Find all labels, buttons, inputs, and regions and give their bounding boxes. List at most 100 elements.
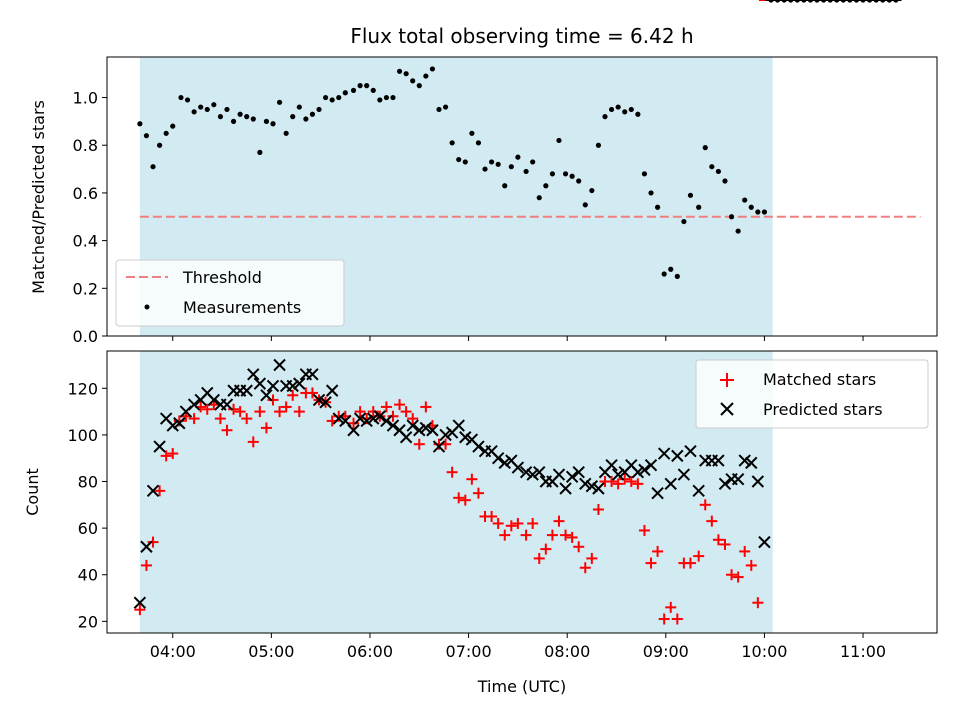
matched-star-point — [407, 413, 419, 425]
matched-star-point — [533, 552, 545, 564]
matched-star-point — [234, 406, 246, 418]
measurement-point — [530, 159, 536, 165]
measurement-point — [250, 116, 256, 122]
matched-star-point — [739, 545, 751, 557]
legend-matched-swatch — [720, 373, 734, 387]
top-y-axis-label: Matched/Predicted stars — [29, 100, 48, 294]
matched-star-point — [505, 520, 517, 532]
predicted-star-point — [671, 449, 684, 463]
measurement-point — [377, 97, 383, 103]
measurement-point — [635, 111, 641, 117]
measurement-point — [661, 271, 667, 277]
predicted-star-point — [651, 486, 664, 500]
matched-star-point — [706, 515, 718, 527]
measurement-point — [290, 114, 296, 120]
matched-star-point — [287, 389, 299, 401]
measurement-point — [230, 118, 237, 124]
measurement-point — [296, 104, 302, 110]
measurement-point — [198, 104, 204, 110]
predicted-star-point — [325, 384, 339, 397]
predicted-star-point — [472, 440, 485, 453]
matched-star-point — [586, 552, 598, 564]
predicted-star-point — [247, 368, 260, 381]
matched-star-point — [201, 403, 213, 415]
measurement-point — [523, 168, 529, 175]
top-y-tick-label: 1.0 — [73, 89, 98, 108]
matched-star-point — [140, 559, 152, 571]
predicted-star-point — [459, 431, 472, 444]
matched-star-point — [553, 515, 565, 527]
predicted-star-point — [380, 414, 393, 428]
top-x-ticks — [172, 336, 864, 341]
matched-star-point — [280, 401, 292, 413]
matched-star-point — [499, 529, 511, 541]
measurement-point — [702, 145, 708, 151]
matched-star-point — [160, 450, 172, 462]
measurement-point — [696, 204, 702, 210]
measurement-point — [761, 209, 768, 215]
predicted-star-point — [712, 454, 725, 467]
predicted-star-point — [306, 368, 319, 381]
top-y-tick-label: 0.6 — [73, 184, 98, 203]
measurement-point — [582, 202, 588, 208]
predicted-star-point — [751, 475, 765, 488]
measurement-point — [390, 94, 396, 101]
matched-star-point — [665, 601, 677, 613]
measurement-point — [549, 171, 556, 177]
measurement-point — [224, 106, 230, 113]
predicted-star-point — [657, 447, 671, 460]
matched-star-point — [684, 557, 696, 569]
bottom-y-ticks: 20 40 60 80 100 120 — [67, 379, 107, 631]
legend-measurements-label: Measurements — [183, 298, 301, 317]
matched-star-point — [745, 559, 757, 571]
predicted-star-point — [572, 465, 585, 479]
matched-star-point — [732, 571, 744, 583]
predicted-star-point — [240, 384, 253, 397]
matched-star-point — [188, 413, 200, 425]
matched-star-point — [274, 406, 286, 418]
predicted-star-point — [319, 396, 332, 409]
matched-star-point — [699, 499, 711, 511]
measurement-point — [628, 106, 634, 113]
x-tick-label: 07:00 — [446, 642, 492, 661]
bottom-shaded-interval — [139, 351, 773, 633]
matched-star-point — [420, 401, 432, 413]
measurement-point — [674, 273, 680, 279]
measurement-point — [709, 164, 715, 170]
predicted-star-point — [677, 468, 691, 481]
matched-star-point — [619, 473, 631, 485]
measurement-point — [755, 209, 761, 215]
matched-star-point — [247, 436, 259, 448]
bottom-panel: 20 40 60 80 100 120 04:00 05:00 06:00 07:00 08:00… — [23, 0, 938, 696]
matched-star-point — [221, 424, 233, 436]
measurement-point — [589, 187, 595, 194]
measurement-point — [654, 204, 661, 210]
measurement-point — [357, 83, 363, 89]
predicted-star-point — [286, 379, 299, 393]
x-tick-label: 11:00 — [840, 642, 886, 661]
matched-star-point — [147, 536, 159, 548]
predicted-star-point — [585, 479, 599, 493]
measurement-point — [622, 109, 628, 115]
matched-star-point — [486, 510, 498, 522]
predicted-star-point — [273, 358, 286, 372]
measurement-point — [508, 164, 514, 170]
bottom-y-axis-label: Count — [23, 468, 42, 516]
predicted-star-point — [140, 540, 153, 553]
predicted-star-point — [173, 417, 186, 430]
bottom-x-ticks: 04:00 05:00 06:00 07:00 08:00 09:00 10:00 11:00 — [150, 633, 886, 661]
matched-star-point — [546, 529, 558, 541]
matched-star-point — [566, 531, 578, 543]
predicted-star-point — [631, 465, 645, 479]
legend-predicted-label: Predicted stars — [763, 400, 883, 419]
bottom-y-tick-label: 120 — [67, 379, 98, 398]
matched-star-point — [612, 478, 624, 490]
predicted-star-point — [452, 419, 465, 432]
top-plot-frame — [106, 56, 938, 337]
measurement-point — [742, 197, 748, 203]
measurement-point — [322, 94, 329, 101]
measurement-point — [143, 133, 150, 139]
measurement-point — [456, 156, 462, 163]
measurement-point — [204, 106, 210, 113]
matched-star-point — [726, 569, 738, 581]
